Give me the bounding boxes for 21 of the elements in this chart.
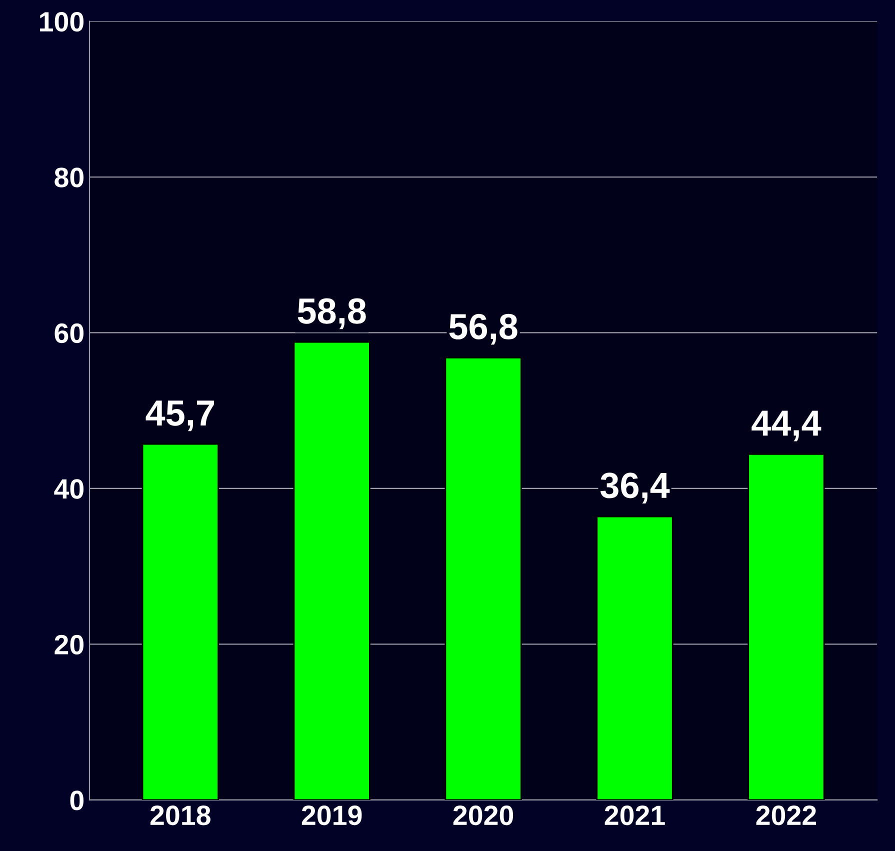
x-tick-label: 2019	[302, 806, 362, 826]
y-tick-label: 20	[54, 634, 84, 655]
x-tick-label: 2020	[453, 806, 514, 826]
y-tick-label: 60	[54, 323, 84, 344]
bar	[142, 443, 219, 800]
bar	[748, 454, 825, 800]
data-label: 58,8	[298, 298, 366, 330]
x-tick-label: 2021	[604, 806, 665, 826]
x-tick-label: 2018	[150, 806, 210, 826]
bar	[596, 516, 674, 800]
bar	[293, 341, 370, 800]
y-tick-label: 0	[70, 790, 84, 810]
x-tick-label: 2022	[756, 806, 816, 826]
bar	[444, 356, 522, 800]
data-label: 44,4	[752, 410, 822, 442]
data-label: 36,4	[600, 472, 670, 504]
data-label: 56,8	[449, 314, 518, 345]
y-tick-label: 80	[54, 168, 84, 188]
y-tick-label: 40	[54, 479, 84, 499]
y-tick-label: 100	[40, 12, 84, 32]
data-label: 45,7	[146, 400, 214, 432]
